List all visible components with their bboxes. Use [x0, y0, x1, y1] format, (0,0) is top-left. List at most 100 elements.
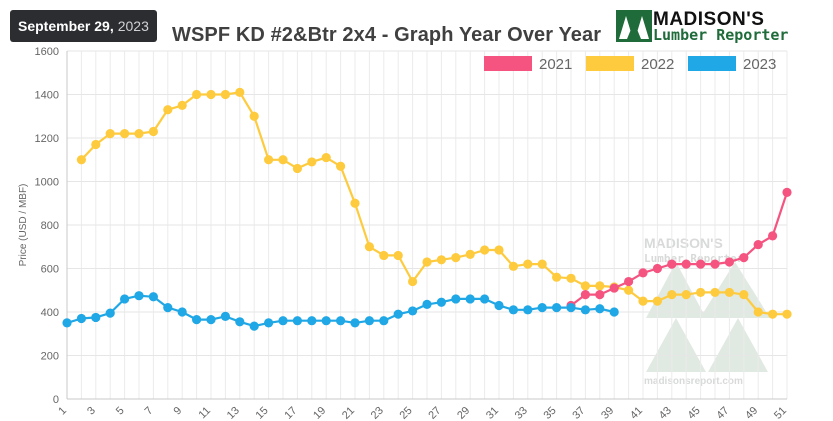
data-point-2021[interactable] [624, 276, 634, 287]
data-point-2023[interactable] [206, 315, 216, 325]
data-point-2023[interactable] [264, 318, 274, 328]
data-point-2022[interactable] [177, 100, 187, 110]
data-point-2022[interactable] [480, 245, 490, 255]
data-point-2022[interactable] [278, 155, 288, 165]
data-point-2023[interactable] [76, 313, 86, 324]
data-point-2023[interactable] [336, 316, 346, 326]
data-point-2023[interactable] [465, 294, 475, 304]
data-point-2023[interactable] [249, 321, 259, 331]
data-point-2022[interactable] [638, 296, 648, 306]
data-point-2022[interactable] [494, 245, 504, 255]
data-point-2022[interactable] [206, 89, 216, 100]
data-point-2022[interactable] [264, 155, 274, 165]
data-point-2022[interactable] [292, 163, 302, 174]
legend-item-2022[interactable]: 2022 [586, 56, 674, 73]
data-point-2022[interactable] [192, 89, 202, 100]
data-point-2023[interactable] [436, 297, 446, 307]
data-point-2022[interactable] [580, 281, 591, 291]
data-point-2022[interactable] [436, 255, 446, 265]
data-point-2022[interactable] [364, 242, 374, 252]
data-point-2021[interactable] [667, 259, 677, 269]
data-point-2022[interactable] [393, 250, 403, 261]
data-point-2022[interactable] [652, 296, 663, 306]
data-point-2023[interactable] [177, 307, 187, 317]
data-point-2023[interactable] [379, 316, 389, 326]
data-point-2023[interactable] [292, 316, 302, 326]
data-point-2022[interactable] [235, 87, 245, 97]
data-point-2023[interactable] [220, 311, 230, 321]
data-point-2023[interactable] [422, 299, 432, 309]
data-point-2023[interactable] [523, 305, 533, 315]
data-point-2022[interactable] [739, 290, 749, 300]
data-point-2023[interactable] [508, 305, 518, 315]
data-point-2023[interactable] [595, 304, 605, 314]
data-point-2022[interactable] [667, 290, 677, 300]
data-point-2022[interactable] [710, 287, 720, 298]
data-point-2023[interactable] [537, 303, 547, 313]
data-point-2023[interactable] [235, 317, 245, 327]
data-point-2022[interactable] [91, 139, 101, 150]
data-point-2023[interactable] [105, 308, 115, 318]
data-point-2022[interactable] [696, 287, 706, 298]
data-point-2022[interactable] [249, 111, 259, 121]
data-point-2021[interactable] [782, 187, 792, 197]
data-point-2023[interactable] [62, 318, 72, 328]
data-point-2023[interactable] [163, 303, 173, 313]
data-point-2022[interactable] [624, 285, 634, 295]
data-point-2022[interactable] [120, 129, 130, 139]
data-point-2022[interactable] [753, 307, 763, 317]
data-point-2022[interactable] [552, 272, 562, 282]
data-point-2022[interactable] [105, 129, 115, 139]
data-point-2023[interactable] [364, 316, 374, 326]
data-point-2023[interactable] [451, 294, 461, 304]
data-point-2023[interactable] [321, 316, 331, 326]
data-point-2023[interactable] [120, 294, 130, 304]
data-point-2022[interactable] [508, 261, 518, 271]
data-point-2023[interactable] [350, 318, 360, 328]
data-point-2021[interactable] [696, 259, 706, 269]
data-point-2022[interactable] [782, 309, 792, 319]
data-point-2022[interactable] [422, 257, 432, 267]
data-point-2022[interactable] [321, 152, 331, 163]
data-point-2022[interactable] [724, 287, 735, 298]
data-point-2022[interactable] [566, 273, 576, 283]
data-point-2023[interactable] [393, 309, 403, 319]
data-point-2022[interactable] [681, 290, 691, 300]
data-point-2023[interactable] [134, 291, 144, 301]
data-point-2021[interactable] [638, 268, 648, 278]
data-point-2022[interactable] [451, 253, 461, 263]
data-point-2021[interactable] [580, 290, 591, 300]
data-point-2023[interactable] [192, 315, 202, 325]
legend-item-2021[interactable]: 2021 [484, 56, 572, 73]
data-point-2021[interactable] [652, 263, 663, 274]
data-point-2022[interactable] [408, 276, 418, 287]
data-point-2022[interactable] [768, 309, 778, 319]
data-point-2022[interactable] [163, 105, 173, 115]
data-point-2022[interactable] [76, 155, 86, 165]
data-point-2023[interactable] [552, 303, 562, 313]
data-point-2022[interactable] [220, 89, 230, 100]
data-point-2021[interactable] [609, 283, 619, 293]
data-point-2023[interactable] [408, 306, 418, 316]
data-point-2023[interactable] [278, 316, 288, 326]
data-point-2023[interactable] [580, 305, 591, 315]
data-point-2021[interactable] [753, 239, 763, 250]
data-point-2022[interactable] [465, 249, 475, 259]
data-point-2023[interactable] [494, 300, 504, 311]
data-point-2022[interactable] [537, 259, 547, 269]
data-point-2022[interactable] [336, 161, 346, 171]
data-point-2021[interactable] [768, 231, 778, 241]
data-point-2023[interactable] [91, 312, 101, 323]
data-point-2023[interactable] [566, 303, 576, 313]
data-point-2021[interactable] [724, 257, 735, 267]
data-point-2022[interactable] [134, 129, 144, 139]
data-point-2023[interactable] [480, 294, 490, 304]
data-point-2022[interactable] [148, 126, 158, 137]
data-point-2023[interactable] [307, 316, 317, 326]
data-point-2021[interactable] [739, 253, 749, 263]
data-point-2022[interactable] [350, 198, 360, 208]
data-point-2022[interactable] [523, 259, 533, 269]
data-point-2021[interactable] [595, 290, 605, 300]
data-point-2023[interactable] [609, 307, 619, 317]
data-point-2021[interactable] [710, 259, 720, 269]
